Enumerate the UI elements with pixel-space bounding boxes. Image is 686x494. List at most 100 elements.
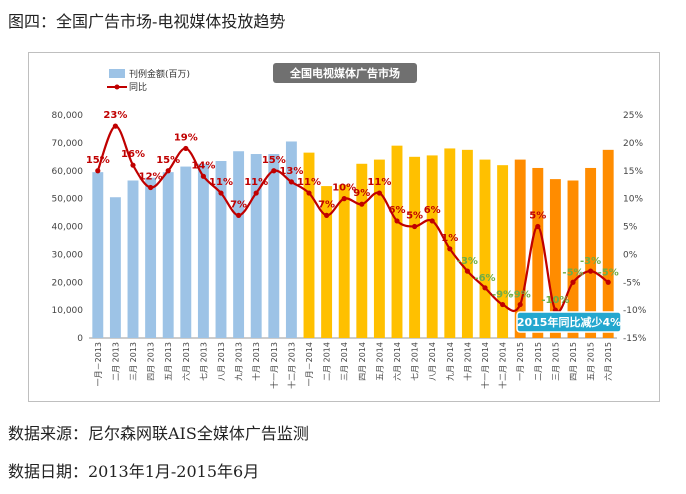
yoy-data-label: 11% xyxy=(244,177,268,188)
x-tick-label: 八月 2014 xyxy=(428,342,437,381)
x-tick-label: 一月－2014 xyxy=(305,342,314,386)
yoy-data-label: -9% xyxy=(510,290,531,301)
yoy-data-label: -3% xyxy=(457,256,478,267)
y-left-tick-label: 0 xyxy=(77,334,83,344)
yoy-point xyxy=(130,162,136,168)
legend-bar-label: 刊例金额(百万) xyxy=(129,68,190,80)
yoy-data-label: 7% xyxy=(318,199,335,210)
bar xyxy=(127,180,139,338)
bar xyxy=(162,172,174,338)
y-right-tick-label: -15% xyxy=(623,334,647,344)
bar xyxy=(285,141,297,338)
bar xyxy=(409,156,421,338)
yoy-data-label: 9% xyxy=(353,188,370,199)
yoy-data-label: 23% xyxy=(103,110,127,121)
bar xyxy=(479,159,491,338)
yoy-point xyxy=(165,168,171,174)
chart-title-banner xyxy=(273,63,417,83)
bar xyxy=(602,149,614,338)
y-left-tick-label: 30,000 xyxy=(52,250,84,260)
bar xyxy=(549,179,561,338)
figure-title: 图四：全国广告市场-电视媒体投放趋势 xyxy=(8,12,286,31)
yoy-data-label: 14% xyxy=(191,160,215,171)
yoy-point xyxy=(447,246,453,252)
yoy-data-label: -3% xyxy=(580,256,601,267)
date-note: 数据日期：2013年1月-2015年6月 xyxy=(8,462,260,481)
yoy-point xyxy=(236,212,242,218)
x-tick-label: 四月 2013 xyxy=(147,342,156,381)
bar xyxy=(338,184,350,338)
x-tick-label: 十一月 2013 xyxy=(269,342,279,389)
yoy-data-label: 11% xyxy=(297,177,321,188)
yoy-point xyxy=(570,279,576,285)
legend-line-marker xyxy=(114,84,120,90)
yoy-data-label: 12% xyxy=(139,171,163,182)
yoy-data-label: 10% xyxy=(332,183,356,194)
bar xyxy=(497,165,509,338)
y-right-tick-label: -5% xyxy=(623,278,641,288)
x-tick-label: 十月 2014 xyxy=(462,342,472,381)
bar xyxy=(92,172,104,338)
x-tick-label: 三月 2014 xyxy=(340,342,349,381)
x-tick-label: 三月 2015 xyxy=(551,342,560,381)
legend-line-label: 同比 xyxy=(129,81,147,93)
yoy-data-label: 11% xyxy=(367,177,391,188)
yoy-data-label: 6% xyxy=(424,205,441,216)
yoy-point xyxy=(376,190,382,196)
yoy-data-label: 15% xyxy=(262,155,286,166)
yoy-point xyxy=(535,223,541,230)
bar xyxy=(567,180,579,338)
yoy-data-label: 19% xyxy=(174,132,198,143)
x-tick-label: 十月 2013 xyxy=(251,342,261,381)
yoy-point xyxy=(306,190,312,196)
bar xyxy=(145,177,157,338)
x-tick-label: 一月 2015 xyxy=(516,342,525,381)
yoy-data-label: 13% xyxy=(279,166,303,177)
callout-text: 2015年同比减少4% xyxy=(517,315,621,329)
yoy-point xyxy=(588,268,594,274)
bar xyxy=(373,159,385,338)
y-right-tick-label: 20% xyxy=(623,139,643,149)
yoy-data-label: -5% xyxy=(598,267,619,278)
x-tick-label: 二月 2015 xyxy=(534,342,543,381)
x-tick-label: 六月 2015 xyxy=(603,342,613,381)
y-right-tick-label: -10% xyxy=(623,306,647,316)
y-left-tick-label: 80,000 xyxy=(52,111,84,121)
x-tick-label: 十二月 2013 xyxy=(286,342,296,389)
x-tick-label: 五月 2015 xyxy=(587,342,596,381)
yoy-point xyxy=(394,218,400,224)
y-left-tick-label: 60,000 xyxy=(52,167,84,177)
y-right-tick-label: 5% xyxy=(623,223,638,233)
y-left-tick-label: 20,000 xyxy=(52,278,84,288)
bar xyxy=(197,163,209,338)
yoy-data-label: -9% xyxy=(492,290,513,301)
yoy-point xyxy=(218,190,224,196)
yoy-data-label: 15% xyxy=(156,155,180,166)
x-tick-label: 二月 2014 xyxy=(323,342,332,381)
yoy-point xyxy=(148,184,154,191)
y-left-tick-label: 40,000 xyxy=(52,223,84,233)
yoy-point xyxy=(183,145,189,152)
bar xyxy=(215,160,227,338)
yoy-data-label: 5% xyxy=(406,211,423,222)
yoy-point xyxy=(500,301,506,308)
x-tick-label: 五月 2013 xyxy=(164,342,173,381)
y-right-tick-label: 25% xyxy=(623,111,643,121)
yoy-point xyxy=(288,179,294,185)
chart-frame: 0 10,000 20,000 30,000 40,000 50,000 60,000 70,… xyxy=(28,52,660,402)
bar xyxy=(532,167,544,338)
x-tick-label: 一月－2013 xyxy=(94,342,103,386)
bar xyxy=(391,145,403,338)
x-tick-label: 五月 2014 xyxy=(375,342,384,381)
x-tick-label: 六月 2013 xyxy=(181,342,191,381)
yoy-point xyxy=(412,223,418,230)
x-tick-label: 六月 2014 xyxy=(392,342,402,381)
yoy-data-label: 15% xyxy=(86,155,110,166)
yoy-data-label: 6% xyxy=(389,205,406,216)
yoy-point xyxy=(200,173,206,179)
bar xyxy=(356,163,368,338)
y-left-tick-label: 70,000 xyxy=(52,139,84,149)
bar xyxy=(461,149,473,338)
bar xyxy=(444,148,456,338)
bar xyxy=(109,197,121,338)
